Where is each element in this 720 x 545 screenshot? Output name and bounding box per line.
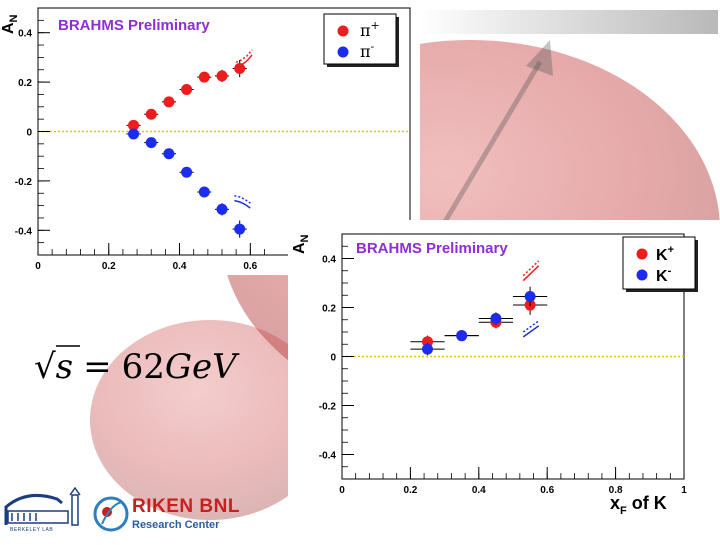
chart-kaon-title: BRAHMS Preliminary: [356, 240, 508, 257]
y-tick-label-kaon: 0.4: [322, 255, 336, 266]
x-tick-label-kaon: 0.2: [403, 485, 417, 496]
chart-pion-title: BRAHMS Preliminary: [58, 17, 210, 34]
chart-pion-ylabel: AN: [0, 14, 20, 34]
band-pi-: [234, 194, 251, 204]
riken-emblem-icon: [93, 496, 129, 532]
x-tick-label-kaon: 0.6: [540, 485, 554, 496]
legend-k-plus-label: K+: [656, 244, 674, 264]
y-tick-label-kaon: 0: [330, 353, 336, 364]
y-tick-label-pion: -0.2: [15, 177, 33, 188]
band-lower-K+: [522, 265, 540, 282]
berkeley-lab-logo: BERKELEY LAB: [2, 485, 90, 540]
point-pi-: [198, 186, 210, 198]
point-pi+: [163, 96, 175, 108]
background-sphere-small: [90, 320, 330, 520]
point-pi-: [145, 137, 157, 149]
point-K-: [456, 330, 468, 342]
point-pi-: [234, 223, 246, 235]
legend-k-plus-marker: [636, 248, 648, 260]
legend-k-minus-label: K-: [656, 265, 672, 285]
point-pi+: [145, 108, 157, 120]
y-tick-label-pion: 0.4: [18, 29, 32, 40]
band-K-: [522, 320, 540, 333]
point-pi-: [128, 128, 140, 140]
band-lower-pi-: [234, 199, 251, 209]
chart-pion-legend-box: [323, 13, 397, 65]
formula-text: √s = 62GeV: [34, 347, 240, 387]
background-stripe: [418, 10, 718, 34]
band-pi+: [235, 49, 253, 64]
point-pi+: [216, 70, 228, 82]
chart-kaon-xlabel: xF of K: [610, 493, 667, 517]
chart-kaon-panel: 0.4 0.2 0 -0.2 -0.4 0 0.2 0.4 0.6 0.8 1 BRAHMS Pre…: [288, 220, 720, 540]
y-tick-label-kaon: 0.2: [322, 304, 336, 315]
riken-bnl-logo: RIKEN BNL Research Center: [92, 490, 242, 538]
y-tick-label-kaon: -0.4: [319, 451, 337, 462]
point-pi-: [216, 203, 228, 215]
x-tick-label-kaon: 1: [681, 485, 687, 496]
point-pi+: [128, 119, 140, 131]
legend-k-minus-marker: [636, 269, 648, 281]
y-tick-label-pion: 0.2: [18, 78, 32, 89]
chart-kaon-legend: K+ K-: [622, 236, 698, 292]
point-pi+: [181, 84, 193, 96]
point-K-: [490, 313, 502, 325]
point-pi+: [234, 63, 246, 75]
x-tick-label-kaon: 0.8: [609, 485, 623, 496]
chart-kaon-ylabel: AN: [291, 234, 311, 254]
x-tick-label-pion: 0.4: [173, 261, 187, 272]
point-K-: [422, 343, 433, 355]
x-tick-label-pion: 0.2: [102, 261, 116, 272]
point-K-: [524, 290, 536, 302]
legend-pi-minus-label: π-: [360, 40, 375, 61]
riken-subtitle: Research Center: [132, 519, 220, 531]
x-tick-label-pion: 0: [35, 261, 41, 272]
y-tick-label-kaon: -0.2: [319, 402, 337, 413]
riken-title: RIKEN BNL: [132, 496, 240, 517]
x-tick-label-pion: 0.6: [243, 261, 257, 272]
x-tick-label-kaon: 0: [339, 485, 345, 496]
point-pi-: [163, 148, 175, 160]
chart-kaon-legend-box: [622, 236, 696, 290]
chart-pion-legend: π+ π-: [323, 13, 399, 67]
background-arrow-shaft: [437, 60, 543, 232]
band-K+: [522, 260, 540, 277]
background-arrow-head: [526, 40, 553, 76]
y-tick-label-pion: 0: [26, 128, 32, 139]
y-tick-label-pion: -0.4: [15, 226, 33, 237]
berkeley-lab-emblem: [4, 486, 81, 526]
berkeley-lab-text: BERKELEY LAB: [10, 527, 54, 533]
legend-pi-plus-marker: [337, 25, 349, 37]
legend-pi-plus-label: π+: [360, 19, 380, 40]
x-tick-label-kaon: 0.4: [472, 485, 486, 496]
point-pi-: [181, 166, 193, 178]
point-pi+: [198, 71, 210, 83]
legend-pi-minus-marker: [337, 46, 349, 58]
band-lower-K-: [522, 325, 540, 338]
sqrt-s-formula: √s = 62GeV: [34, 345, 240, 387]
